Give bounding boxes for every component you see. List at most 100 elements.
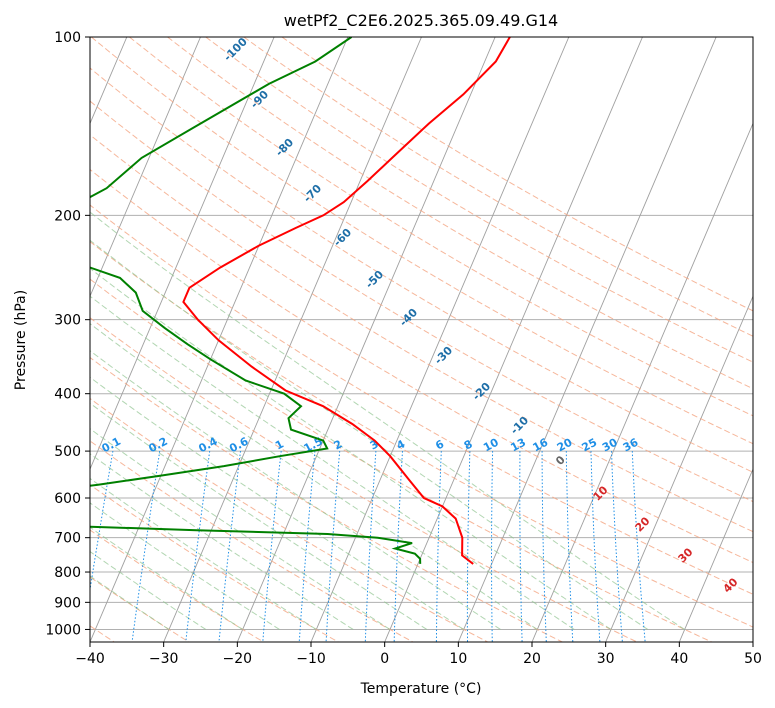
mixing-ratio-label: 2 [332,437,345,452]
mixing-ratio-line [131,451,161,642]
mixing-ratio-label: 13 [508,436,528,455]
isotherm-line [678,467,753,642]
y-tick-label: 400 [54,387,81,403]
dry-adiabat-label: 0 [553,453,568,468]
x-tick-label: 0 [380,651,389,667]
y-tick-label: 1000 [45,622,81,638]
mixing-ratio-line [565,451,574,642]
dry-adiabat-line [90,576,190,642]
dry-adiabat-line [90,356,563,642]
dry-adiabat-label: -80 [273,136,296,159]
y-tick-label: 900 [54,595,81,611]
mixing-ratio-line [491,451,494,642]
dry-adiabat-line [90,278,712,642]
mixing-ratio-line [90,451,114,593]
mixing-ratio-label: 0.2 [146,435,169,456]
mixing-ratio-line [611,451,623,642]
mixing-ratio-line [298,451,316,642]
mixing-ratio-label: 0.4 [196,435,220,456]
dry-adiabat-line [90,134,753,533]
y-tick-label: 100 [54,30,81,46]
mixing-ratio-line [435,451,442,642]
chart-title: wetPf2_C2E6.2025.365.09.49.G14 [284,11,558,31]
isotherm-line [605,295,753,642]
dry-adiabat-line [281,37,753,312]
isotherm-line [90,37,201,298]
mixing-ratio-line [393,451,403,642]
dry-adiabat-label: -40 [397,306,420,329]
mixing-ratio-label: 10 [481,436,501,455]
y-axis: 100 200 300 400 500 600 700 800 900 1000 [45,30,90,638]
mixing-ratio-line [364,451,377,642]
moist-adiabat-line [90,267,612,630]
dewpoint-profile-line [90,37,422,564]
isotherm-line [752,640,753,642]
x-tick-label: 20 [523,651,541,667]
x-axis: −40 −30 −20 −10 0 10 20 30 40 50 [75,642,762,667]
y-tick-label: 600 [54,491,81,507]
isotherm-line [531,122,753,642]
moist-adiabat-line [90,428,391,630]
x-tick-label: −20 [223,651,253,667]
dry-adiabat-label: -60 [331,226,354,249]
mixing-ratio-line [541,451,547,642]
mixing-ratio-line [218,451,241,642]
y-tick-label: 700 [54,531,81,547]
moist-adiabat-line [90,323,538,630]
x-axis-label: Temperature (°C) [360,681,482,697]
y-axis-label: Pressure (hPa) [13,290,29,390]
dry-adiabat-line [90,484,339,642]
x-tick-label: 30 [597,651,615,667]
mixing-ratio-line [590,451,601,642]
isotherm-line [457,37,717,642]
moist-adiabat-line [90,295,575,630]
mixing-ratio-label: 30 [600,436,620,455]
mixing-ratio-line [262,451,282,642]
mixing-ratio-label: 36 [621,436,641,455]
mixing-ratio-line [631,451,646,642]
dry-adiabat-line [90,241,753,628]
mixing-ratio-line [185,451,211,642]
mixing-ratio-line [466,451,471,642]
mixing-ratio-label: 25 [580,436,600,455]
isotherm-line [236,37,496,642]
dry-adiabat-label: -20 [470,380,493,403]
x-tick-label: −40 [75,651,105,667]
x-tick-label: 50 [744,651,762,667]
dry-adiabat-label: 30 [676,545,696,565]
x-tick-label: 40 [670,651,688,667]
dry-adiabat-line [90,37,753,445]
isotherm-line [90,37,275,471]
moist-adiabat-line [90,477,317,630]
mixing-ratio-label: 6 [433,437,446,452]
dry-adiabat-label: -30 [432,344,455,367]
dry-adiabat-label: -50 [363,268,386,291]
mixing-ratio-line [519,451,523,642]
isotherm-line [384,37,643,642]
dry-adiabat-line [90,67,753,473]
mixing-ratio-label: 8 [462,437,475,452]
dry-adiabat-line [90,168,753,564]
dry-adiabat-line [129,37,753,417]
mixing-ratio-label: 16 [531,436,551,455]
dry-adiabat-label: 20 [633,514,653,534]
plot-area: 0.1 0.2 0.4 0.6 1 1.5 2 3 4 6 8 10 13 16 20 25 30 36-100-… [90,37,753,642]
y-tick-label: 500 [54,444,81,460]
dry-adiabat-label: 40 [721,575,741,595]
dry-adiabat-line [90,397,488,642]
x-tick-label: −10 [296,651,326,667]
dry-adiabat-line [90,204,753,595]
moist-adiabat-line [90,526,243,630]
x-tick-label: 10 [449,651,467,667]
dry-adiabat-line [243,37,753,337]
y-tick-label: 300 [54,313,81,329]
y-tick-label: 200 [54,208,81,224]
moist-adiabat-line [90,211,685,630]
isotherm-line [163,37,422,642]
dry-adiabat-line [90,317,638,642]
dry-adiabat-label: 10 [591,483,611,503]
dry-adiabat-line [90,529,264,642]
mixing-ratio-label: 20 [555,436,575,455]
moist-adiabat-line [90,453,354,630]
